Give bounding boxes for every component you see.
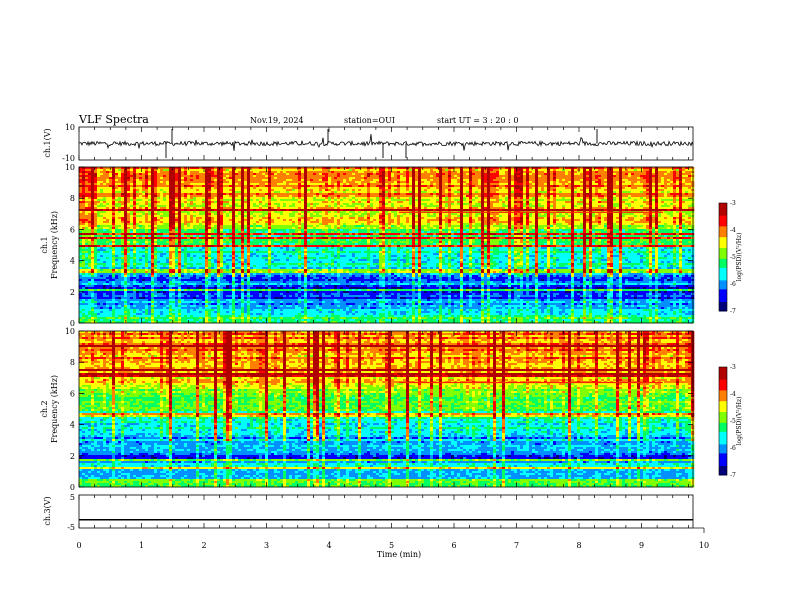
ch2-spectrogram-image (79, 331, 694, 487)
vlf-spectra-figure: VLF Spectra Nov.19, 2024 station=OUI sta… (0, 0, 792, 612)
ch1-spectrogram-ylabel-channel: ch.1 (40, 236, 49, 253)
ch1-ytick-bottom: -10 (62, 154, 75, 163)
ch1-ytick-top: 10 (65, 123, 75, 132)
ch1-ylabel: ch.1(V) (43, 128, 52, 157)
colorbar-tick-label: -3 (730, 200, 736, 207)
ch2-spectrogram-ylabel-frequency: Frequency (kHz) (50, 375, 59, 443)
x-tick-label: 9 (639, 541, 644, 550)
x-tick-label: 0 (76, 541, 81, 550)
date-label: Nov.19, 2024 (250, 116, 304, 125)
colorbar-label: log(PSD)(V²/Hz) (736, 397, 743, 446)
ytick-label: 6 (70, 225, 75, 234)
ch1-waveform-panel: 10 -10 ch.1(V) (43, 123, 693, 163)
x-tick-label: 1 (139, 541, 144, 550)
ch3-waveform-panel: 5 -5 ch.3(V) (43, 493, 693, 532)
x-tick-label: 6 (451, 541, 456, 550)
ch1-waveform-trace (79, 134, 693, 151)
ytick-label: 2 (70, 288, 75, 297)
ytick-label: 6 (70, 389, 75, 398)
ytick-label: 8 (70, 358, 75, 367)
ytick-label: 8 (70, 194, 75, 203)
ch3-ytick-top: 5 (70, 493, 75, 502)
start-time-label: start UT = 3 : 20 : 0 (437, 116, 518, 125)
ch1-spectrogram-image (79, 167, 694, 323)
ch2-spectrogram-ylabel-channel: ch.2 (40, 400, 49, 417)
ch3-ylabel: ch.3(V) (43, 496, 52, 525)
colorbar-tick-label: -7 (730, 472, 736, 479)
x-tick-label: 5 (389, 541, 394, 550)
ytick-label: 2 (70, 452, 75, 461)
x-tick-label: 3 (264, 541, 269, 550)
ch3-panel-frame (79, 495, 693, 528)
x-axis-label: Time (min) (377, 550, 421, 559)
colorbar-tick-label: -7 (730, 308, 736, 315)
time-axis: 0 1 2 3 4 5 6 7 8 9 10 (76, 541, 709, 550)
x-tick-label: 8 (576, 541, 581, 550)
ytick-label: 10 (65, 327, 75, 336)
ch1-spectrogram-ylabel-frequency: Frequency (kHz) (50, 211, 59, 279)
ytick-label: 10 (65, 163, 75, 172)
x-tick-label: 10 (699, 541, 709, 550)
x-tick-label: 2 (201, 541, 206, 550)
figure-title: VLF Spectra (78, 113, 149, 126)
ch3-ytick-bottom: -5 (67, 523, 75, 532)
ytick-label: 0 (70, 483, 75, 492)
colorbar-tick-label: -3 (730, 364, 736, 371)
ytick-label: 4 (70, 257, 75, 266)
x-tick-label: 7 (514, 541, 519, 550)
colorbar-label: log(PSD)(V²/Hz) (736, 233, 743, 282)
ytick-label: 4 (70, 421, 75, 430)
station-label: station=OUI (344, 116, 395, 125)
x-tick-label: 4 (326, 541, 331, 550)
